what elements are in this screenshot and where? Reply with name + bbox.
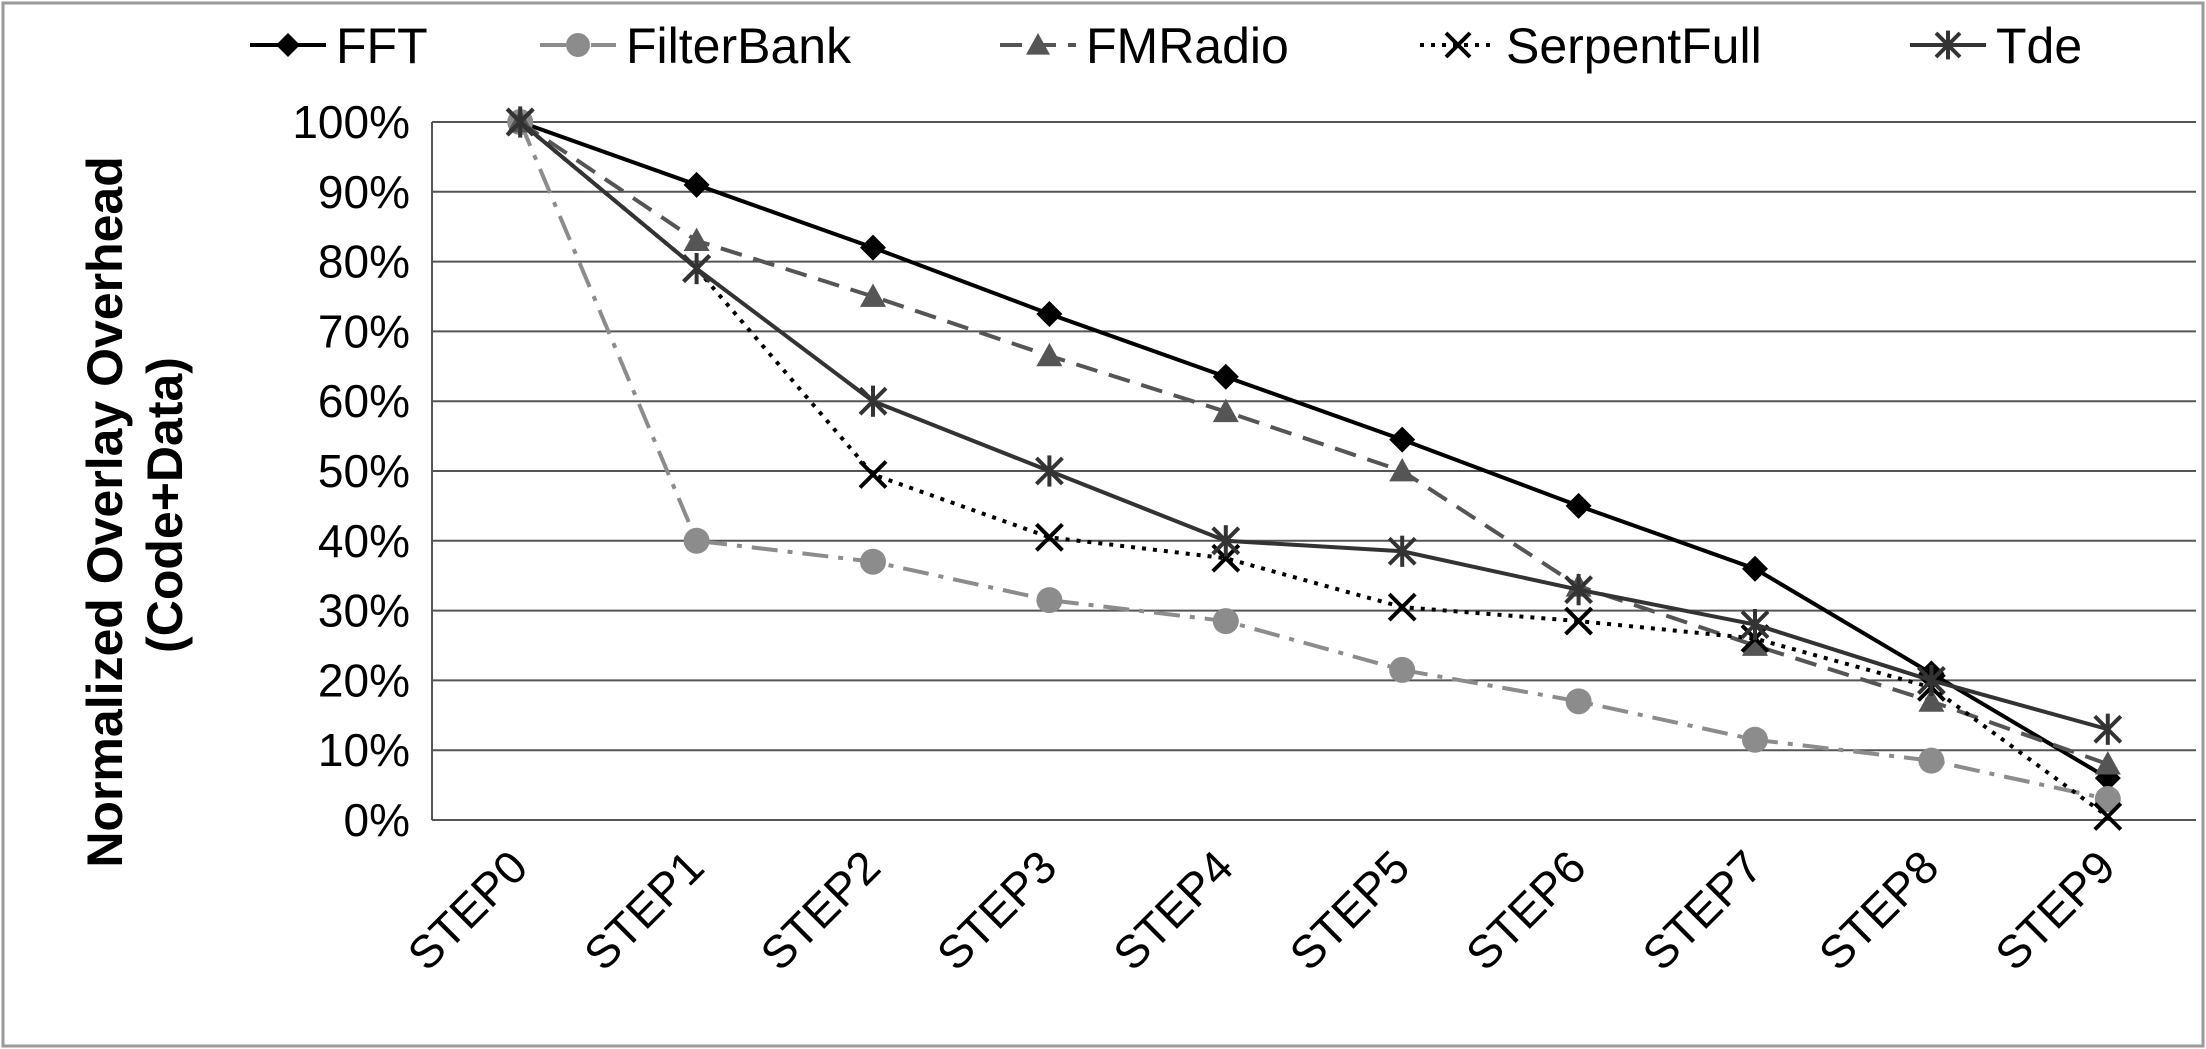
- data-point: [1211, 525, 1241, 557]
- series-fmradio: [507, 109, 2121, 775]
- data-point: [683, 227, 710, 252]
- legend-item: FFT: [250, 18, 428, 74]
- y-axis-label-line-1: Normalized Overlay Overhead: [77, 156, 133, 867]
- y-tick-label: 10%: [318, 724, 410, 776]
- series: [505, 106, 2123, 831]
- data-point: [682, 252, 712, 285]
- data-point: [1565, 492, 1592, 519]
- data-point: [2093, 802, 2123, 831]
- y-tick-label: 0%: [344, 794, 410, 846]
- data-point: [2094, 751, 2121, 775]
- series-line: [519, 120, 2109, 780]
- series-line: [518, 121, 2109, 802]
- data-point: [276, 33, 300, 57]
- data-point: [1444, 31, 1472, 59]
- data-point: [1916, 664, 1946, 696]
- data-point: [505, 106, 535, 138]
- data-point: [566, 33, 590, 57]
- data-point: [1918, 747, 1945, 774]
- legend-item: FilterBank: [540, 18, 852, 74]
- gridlines: [431, 121, 2196, 821]
- legend-label: Tde: [1996, 18, 2082, 74]
- data-point: [858, 385, 888, 417]
- y-tick-label: 100%: [292, 96, 410, 148]
- y-tick-label: 60%: [318, 375, 410, 427]
- data-point: [683, 527, 710, 554]
- data-point: [1565, 688, 1592, 715]
- y-axis-label-line-2: (Code+Data): [137, 357, 193, 653]
- data-point: [1742, 726, 1768, 753]
- data-point: [1740, 608, 1770, 641]
- data-point: [1564, 606, 1594, 636]
- data-point: [1212, 363, 1239, 390]
- series-line: [519, 120, 2109, 767]
- data-point: [1389, 458, 1416, 482]
- y-axis-label: Normalized Overlay Overhead (Code+Data): [77, 142, 193, 867]
- series-tde: [505, 106, 2123, 745]
- data-point: [860, 283, 886, 307]
- y-tick-label: 30%: [318, 585, 410, 637]
- legend-label: SerpentFull: [1506, 18, 1762, 74]
- legend: FFT FilterBank FMRadio SerpentFull Tde: [250, 18, 2082, 74]
- y-tick-label: 70%: [318, 305, 410, 357]
- data-point: [1212, 608, 1239, 635]
- data-point: [1212, 398, 1239, 423]
- data-point: [1934, 30, 1962, 60]
- data-point: [1034, 455, 1064, 487]
- data-point: [2093, 713, 2123, 745]
- data-point: [1387, 535, 1417, 567]
- data-point: [860, 234, 886, 261]
- legend-label: FFT: [336, 18, 428, 74]
- data-point: [1034, 522, 1064, 552]
- data-point: [1389, 426, 1416, 453]
- series-line: [518, 120, 2109, 819]
- data-point: [1036, 300, 1063, 327]
- data-point: [860, 548, 886, 575]
- data-point: [683, 171, 710, 198]
- data-point: [1026, 33, 1050, 55]
- y-axis-ticks: 0% 10% 20% 30% 40% 50% 60% 70% 80% 90% 100%: [292, 96, 410, 846]
- legend-item: Tde: [1910, 18, 2082, 74]
- legend-label: FMRadio: [1086, 18, 1289, 74]
- legend-item: FMRadio: [1000, 18, 1289, 74]
- y-tick-label: 90%: [318, 166, 410, 218]
- legend-label: FilterBank: [626, 18, 852, 74]
- data-point: [1387, 592, 1417, 622]
- y-tick-label: 40%: [318, 515, 410, 567]
- data-point: [1742, 632, 1768, 656]
- series-line: [518, 120, 2109, 732]
- y-tick-label: 50%: [318, 445, 410, 497]
- data-point: [1564, 574, 1594, 606]
- y-tick-label: 80%: [318, 236, 410, 288]
- data-point: [1036, 342, 1063, 367]
- data-point: [1742, 555, 1768, 582]
- data-point: [1918, 688, 1945, 712]
- y-tick-label: 20%: [318, 654, 410, 706]
- data-point: [1036, 587, 1063, 614]
- data-point: [1389, 656, 1416, 683]
- data-point: [858, 460, 888, 489]
- data-point: [2094, 786, 2121, 813]
- legend-item: SerpentFull: [1420, 18, 1762, 74]
- series-filterbank: [507, 109, 2121, 813]
